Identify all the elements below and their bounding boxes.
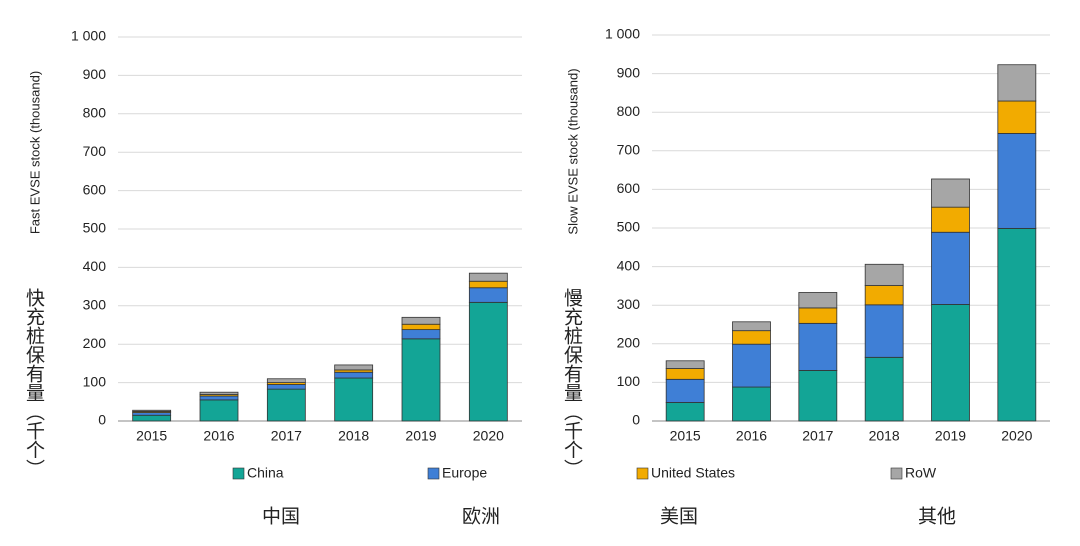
x-tick-label: 2016	[203, 428, 234, 444]
bar-segment	[132, 414, 172, 422]
bar-segment	[266, 378, 306, 384]
bar-segment	[132, 409, 172, 412]
y-tick-label: 300	[83, 297, 107, 313]
bar-segment	[468, 287, 508, 303]
bar-segment	[665, 402, 705, 422]
x-tick-label: 2019	[405, 428, 436, 444]
bar-segment	[468, 301, 508, 422]
y-tick-label: 0	[632, 412, 640, 428]
bar-segment	[997, 100, 1037, 134]
legend-swatch	[890, 467, 903, 480]
bar-segment	[997, 64, 1037, 102]
bar-segment	[266, 388, 306, 422]
y-tick-label: 900	[83, 66, 107, 82]
bar-segment	[468, 280, 508, 289]
x-tick-label: 2020	[1001, 428, 1032, 444]
bar-segment	[798, 307, 838, 324]
y-tick-label: 300	[617, 296, 641, 312]
bar-segment	[665, 360, 705, 369]
annotation: 美国	[660, 506, 698, 528]
bar-segment	[931, 304, 970, 422]
legend-swatch	[636, 467, 649, 480]
bar-segment	[665, 368, 705, 380]
y-tick-label: 200	[83, 335, 107, 351]
bar-segment	[798, 322, 838, 371]
bar-segment	[199, 391, 239, 395]
x-tick-label: 2017	[802, 428, 833, 444]
legend-label: RoW	[905, 465, 937, 481]
bar-segment	[798, 370, 838, 422]
bar-segment	[931, 178, 970, 208]
legend-swatch	[427, 467, 440, 480]
x-tick-label: 2015	[670, 428, 701, 444]
bar-segment	[864, 304, 904, 358]
annotation: 欧洲	[462, 506, 500, 528]
y-tick-label: 600	[83, 181, 107, 197]
y-tick-label: 400	[617, 257, 641, 273]
bar-segment	[732, 343, 771, 388]
y-tick-label: 200	[617, 335, 641, 351]
bar-segment	[732, 321, 771, 332]
bar-segment	[665, 378, 705, 403]
bar-segment	[401, 338, 441, 422]
y-axis-label-zh: 快充桩保有量（千个）	[23, 288, 45, 478]
x-tick-label: 2020	[473, 428, 504, 444]
bar-segment	[864, 356, 904, 422]
y-tick-label: 700	[617, 142, 641, 158]
y-tick-label: 800	[617, 103, 641, 119]
legend-swatch	[232, 467, 245, 480]
bar-segment	[401, 316, 441, 325]
y-tick-label: 800	[83, 105, 107, 121]
bar-segment	[997, 227, 1037, 422]
y-tick-label: 1 000	[605, 26, 640, 42]
annotation: 其他	[918, 506, 956, 528]
annotation: 中国	[262, 506, 300, 528]
y-tick-label: 500	[617, 219, 641, 235]
bar-segment	[199, 395, 239, 401]
y-tick-label: 0	[98, 412, 106, 428]
bar-segment	[931, 231, 970, 305]
y-tick-label: 900	[617, 64, 641, 80]
bar-segment	[401, 323, 441, 331]
bar-segment	[864, 285, 904, 306]
bar-segment	[931, 206, 970, 233]
legend-label: Europe	[442, 465, 487, 481]
bar-segment	[997, 133, 1037, 229]
y-tick-label: 400	[83, 258, 107, 274]
legend-label: United States	[651, 465, 735, 481]
y-tick-label: 500	[83, 220, 107, 236]
bar-segment	[401, 329, 441, 340]
y-tick-label: 600	[617, 180, 641, 196]
x-tick-label: 2018	[869, 428, 900, 444]
bar-segment	[266, 384, 306, 390]
bar-segment	[732, 330, 771, 345]
y-axis-label: Fast EVSE stock (thousand)	[27, 71, 42, 234]
y-axis-label: Slow EVSE stock (thousand)	[565, 68, 580, 234]
bar-segment	[864, 263, 904, 286]
y-axis-label-zh: 慢充桩保有量（千个）	[561, 288, 583, 478]
x-tick-label: 2015	[136, 428, 167, 444]
bar-segment	[132, 412, 172, 416]
x-tick-label: 2016	[736, 428, 767, 444]
y-tick-label: 100	[83, 373, 107, 389]
bar-segment	[334, 371, 374, 379]
x-tick-label: 2017	[271, 428, 302, 444]
bar-segment	[334, 377, 374, 422]
legend-label: China	[247, 465, 284, 481]
y-tick-label: 1 000	[71, 28, 106, 44]
x-tick-label: 2018	[338, 428, 369, 444]
bar-segment	[334, 364, 374, 371]
bar-segment	[798, 292, 838, 309]
bar-segment	[732, 386, 771, 422]
y-tick-label: 700	[83, 143, 107, 159]
x-tick-label: 2019	[935, 428, 966, 444]
bar-segment	[199, 399, 239, 422]
bar-segment	[468, 272, 508, 282]
y-tick-label: 100	[617, 373, 641, 389]
